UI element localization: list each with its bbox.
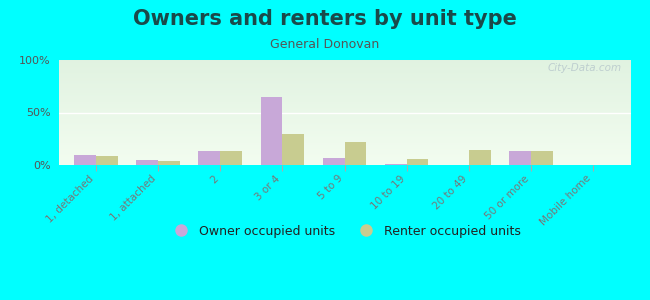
Text: Owners and renters by unit type: Owners and renters by unit type — [133, 9, 517, 29]
Bar — [509, 151, 531, 165]
Bar — [385, 164, 407, 165]
Bar — [282, 134, 304, 165]
Text: General Donovan: General Donovan — [270, 38, 380, 50]
Bar — [407, 159, 428, 165]
Bar — [96, 155, 118, 165]
Bar — [158, 161, 180, 165]
Bar — [198, 151, 220, 165]
Bar — [469, 150, 491, 165]
Bar — [323, 158, 345, 165]
Bar — [136, 160, 158, 165]
Bar — [344, 142, 366, 165]
Legend: Owner occupied units, Renter occupied units: Owner occupied units, Renter occupied un… — [164, 220, 525, 243]
Bar — [220, 151, 242, 165]
Bar — [74, 154, 96, 165]
Bar — [531, 151, 552, 165]
Bar — [261, 97, 282, 165]
Text: City-Data.com: City-Data.com — [548, 63, 622, 73]
